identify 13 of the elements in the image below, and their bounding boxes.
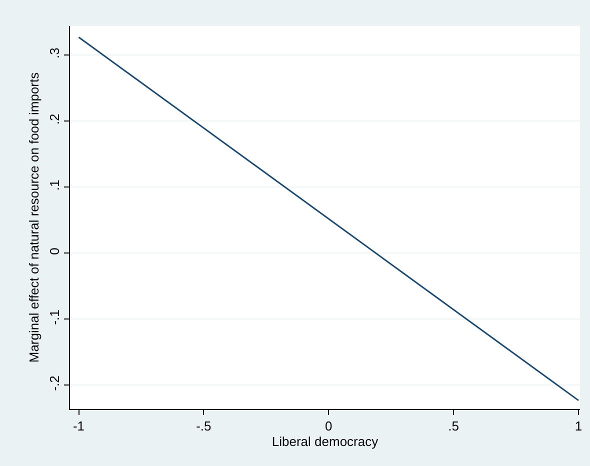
x-tick-label: 0	[325, 418, 332, 434]
y-axis-title: Marginal effect of natural resource on food imports	[26, 72, 42, 363]
y-tick-label: .2	[46, 114, 62, 125]
y-tick-label: .3	[46, 48, 62, 59]
y-tick-label: 0	[46, 248, 62, 255]
x-axis-title: Liberal democracy	[272, 434, 379, 450]
y-tick-label: .1	[46, 180, 62, 191]
x-tick-label: -1	[72, 418, 85, 434]
x-tick-label: .5	[448, 418, 459, 434]
x-tick-label: 1	[574, 418, 582, 434]
x-tick-label: -.5	[196, 418, 212, 434]
y-tick-label: -.2	[46, 376, 62, 391]
y-tick-label: -.1	[46, 310, 62, 325]
